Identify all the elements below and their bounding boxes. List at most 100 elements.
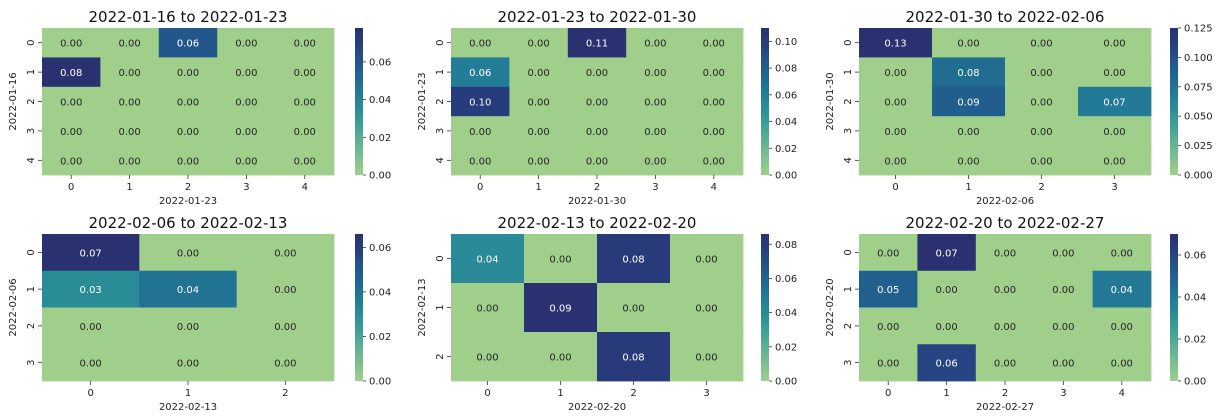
y-tick-label: 2 — [843, 98, 854, 104]
heatmap-cell — [975, 234, 1035, 272]
heatmap-cell — [42, 307, 140, 345]
heatmap-title: 2022-02-06 to 2022-02-13 — [89, 214, 288, 232]
heatmap-cell — [524, 234, 598, 284]
heatmap-cell — [859, 57, 933, 88]
heatmap-cell — [1005, 116, 1079, 146]
cell-value-label: 0.00 — [294, 39, 316, 50]
colorbar-tick-label: 0.06 — [775, 90, 797, 101]
y-axis-label: 2022-01-30 — [825, 72, 836, 130]
heatmap-cell — [217, 86, 276, 117]
cell-value-label: 0.00 — [994, 248, 1016, 259]
cell-value-label: 0.00 — [1111, 248, 1133, 259]
heatmap-cell — [275, 57, 335, 88]
heatmap-cell — [236, 344, 335, 382]
cell-value-label: 0.06 — [935, 359, 957, 370]
cell-value-label: 0.00 — [1103, 127, 1125, 138]
heatmap-cell — [684, 116, 744, 146]
cell-value-label: 0.00 — [1052, 285, 1074, 296]
heatmap-cell — [100, 28, 160, 58]
heatmap-cell — [451, 28, 510, 58]
cell-value-label: 0.00 — [469, 39, 491, 50]
y-tick-label: 3 — [843, 128, 854, 134]
cell-value-label: 0.00 — [1111, 322, 1133, 333]
x-tick-label: 2 — [282, 388, 288, 399]
cell-value-label: 0.00 — [60, 39, 82, 50]
heatmap-cell — [1034, 234, 1093, 272]
x-tick-label: 3 — [1060, 388, 1066, 399]
cell-value-label: 0.00 — [703, 98, 725, 109]
cell-value-label: 0.00 — [1103, 156, 1125, 167]
x-tick-label: 2 — [1038, 182, 1044, 193]
cell-value-label: 0.00 — [703, 127, 725, 138]
cell-value-label: 0.00 — [118, 156, 140, 167]
colorbar-tick-label: 0.00 — [775, 377, 797, 388]
colorbar — [761, 234, 769, 381]
y-tick-label: 3 — [843, 359, 854, 365]
cell-value-label: 0.00 — [118, 98, 140, 109]
heatmap-cell — [684, 145, 744, 176]
colorbar — [355, 234, 363, 381]
cell-value-label: 0.00 — [703, 39, 725, 50]
heatmap-cell — [451, 145, 510, 176]
y-axis-label: 2022-02-13 — [417, 278, 428, 336]
cell-value-label: 0.00 — [877, 359, 899, 370]
y-tick-label: 0 — [26, 249, 37, 255]
x-tick-label: 2 — [630, 388, 636, 399]
heatmap-cell — [236, 234, 335, 272]
cell-value-label: 0.00 — [644, 68, 666, 79]
heatmap-cell — [139, 307, 238, 345]
heatmap-cell — [1078, 28, 1152, 58]
heatmap-cell — [670, 234, 744, 284]
heatmap-cell — [1078, 116, 1152, 146]
x-tick-label: 1 — [185, 388, 191, 399]
heatmap-cell — [524, 332, 598, 382]
heatmap-cell — [275, 116, 335, 146]
cell-value-label: 0.04 — [177, 285, 199, 296]
cell-value-label: 0.00 — [274, 359, 296, 370]
cell-value-label: 0.00 — [527, 127, 549, 138]
cell-value-label: 0.00 — [1052, 359, 1074, 370]
y-tick-label: 0 — [435, 40, 446, 46]
x-tick-label: 1 — [943, 388, 949, 399]
cell-value-label: 0.08 — [622, 353, 644, 364]
heatmap-cell — [139, 270, 238, 308]
colorbar-tick-label: 0.04 — [1184, 293, 1206, 304]
cell-value-label: 0.00 — [703, 156, 725, 167]
heatmap-cell — [1005, 28, 1079, 58]
x-axis-label: 2022-01-30 — [568, 196, 626, 207]
y-tick-label: 1 — [435, 69, 446, 75]
cell-value-label: 0.00 — [957, 39, 979, 50]
cell-value-label: 0.00 — [935, 285, 957, 296]
x-axis-label: 2022-02-13 — [159, 402, 217, 413]
heatmap-panel: 2022-02-20 to 2022-02-27 0.00 0.07 0.00 0.00… — [825, 214, 1206, 413]
heatmap-cell — [509, 86, 569, 117]
colorbar-tick-label: 0.04 — [369, 287, 391, 298]
heatmap-cell — [1092, 234, 1152, 272]
colorbar-tick-label: 0.00 — [369, 377, 391, 388]
cell-value-label: 0.00 — [884, 156, 906, 167]
heatmap-panel: 2022-01-23 to 2022-01-30 0.00 0.00 0.11 0.00… — [417, 8, 797, 207]
cell-value-label: 0.00 — [118, 127, 140, 138]
heatmap-cell — [670, 332, 744, 382]
heatmap-cell — [975, 307, 1035, 345]
cell-value-label: 0.00 — [80, 322, 102, 333]
y-tick-label: 1 — [843, 69, 854, 75]
heatmap-cell — [684, 86, 744, 117]
heatmap-panel: 2022-01-30 to 2022-02-06 0.13 0.00 0.00 0.00… — [825, 8, 1213, 207]
cell-value-label: 0.00 — [884, 98, 906, 109]
heatmap-cell — [859, 307, 918, 345]
heatmap-title: 2022-01-30 to 2022-02-06 — [906, 8, 1105, 26]
cell-value-label: 0.08 — [957, 68, 979, 79]
y-tick-label: 1 — [26, 286, 37, 292]
heatmap-panel: 2022-02-06 to 2022-02-13 0.07 0.00 0.00 0.03… — [8, 214, 391, 413]
colorbar-tick-label: 0.04 — [775, 308, 797, 319]
heatmap-cell — [1005, 145, 1079, 176]
cell-value-label: 0.10 — [469, 98, 491, 109]
cell-value-label: 0.00 — [1030, 98, 1052, 109]
heatmap-cell — [1005, 86, 1079, 117]
x-tick-label: 1 — [965, 182, 971, 193]
y-tick-label: 1 — [843, 286, 854, 292]
heatmap-cell — [917, 307, 977, 345]
heatmap-cell — [597, 283, 671, 333]
